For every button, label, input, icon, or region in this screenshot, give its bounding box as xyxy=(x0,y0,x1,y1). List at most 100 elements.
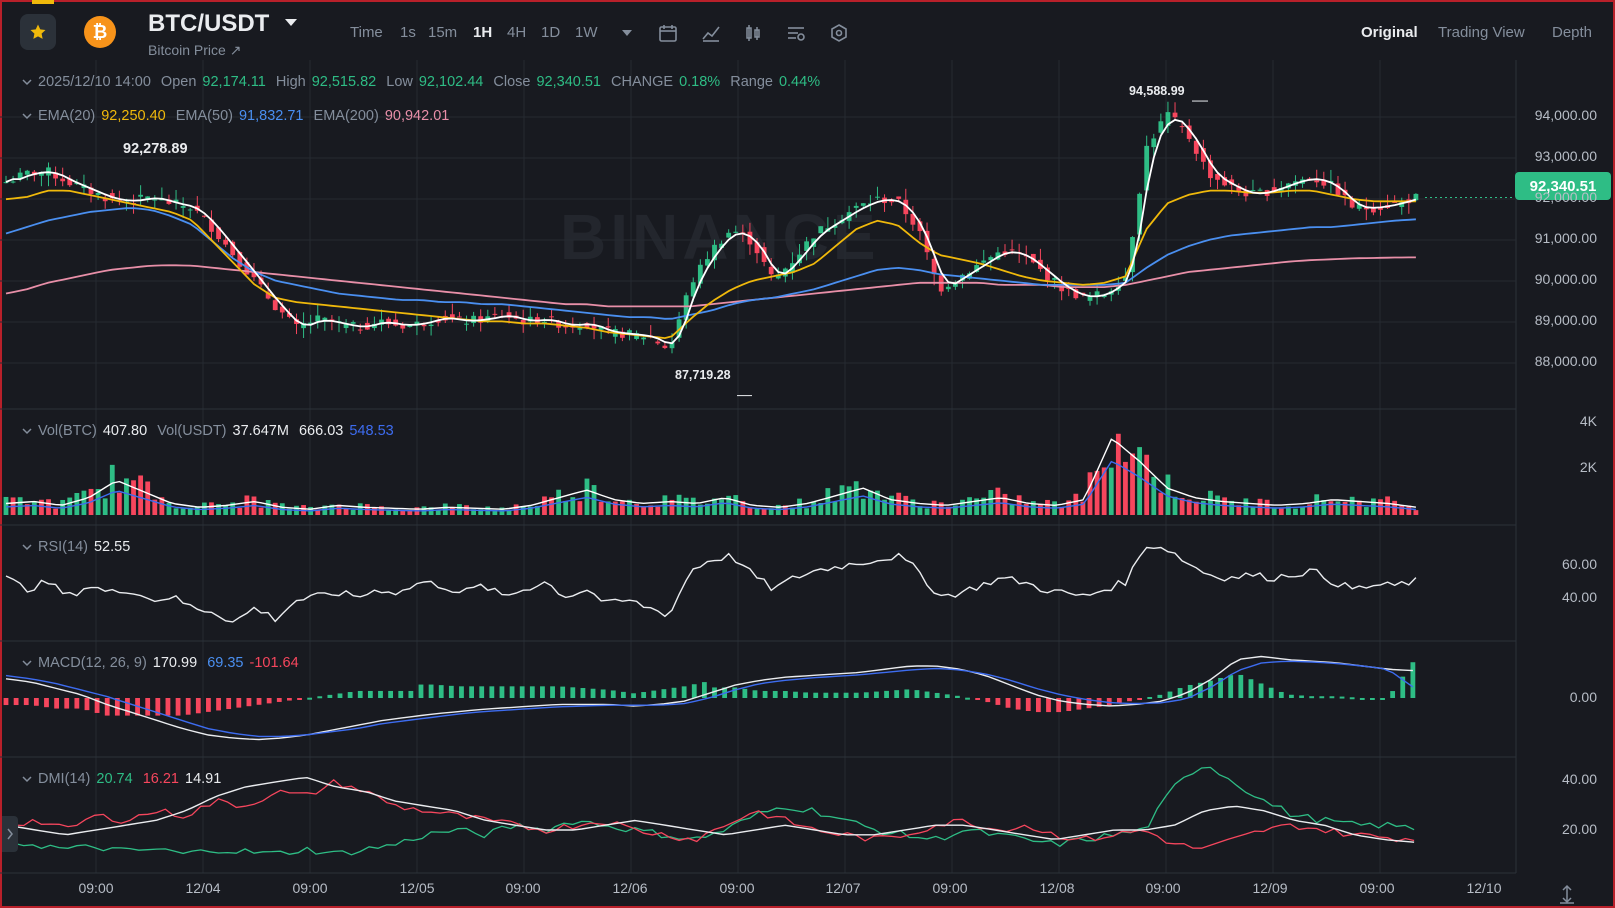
volume-bar xyxy=(1066,500,1072,515)
collapse-chevron-icon[interactable] xyxy=(22,77,32,87)
volume-bar xyxy=(81,490,87,515)
ohlc-legend: 2025/12/10 14:00 Open 92,174.11 High 92,51… xyxy=(22,74,826,90)
volume-bar xyxy=(1165,474,1171,515)
candle-body xyxy=(705,259,710,266)
calendar-icon[interactable] xyxy=(657,22,679,44)
hexagon-settings-icon[interactable] xyxy=(828,22,850,44)
candle-type-icon[interactable] xyxy=(742,22,764,44)
volume-bar xyxy=(194,507,200,515)
collapse-chevron-icon[interactable] xyxy=(22,111,32,121)
ohlc-date: 2025/12/10 14:00 xyxy=(38,74,151,90)
timeframe-time[interactable]: Time xyxy=(350,24,383,41)
macd-histogram-bar xyxy=(853,692,859,698)
vol-btc-value: 407.80 xyxy=(102,423,148,439)
volume-bar xyxy=(825,488,831,515)
collapse-chevron-icon[interactable] xyxy=(22,426,32,436)
collapse-chevron-icon[interactable] xyxy=(22,774,32,784)
rsi-label: RSI(14) xyxy=(38,539,88,555)
candle-body xyxy=(775,274,781,279)
volume-bar xyxy=(619,501,625,515)
pair-subtitle-link[interactable]: Bitcoin Price ↗ xyxy=(148,42,242,58)
time-axis-label: 09:00 xyxy=(1359,880,1395,896)
vol-ma2-value: 548.53 xyxy=(349,423,394,439)
candle-body xyxy=(520,319,526,325)
candle-body xyxy=(995,252,1001,260)
timeframe-1d[interactable]: 1D xyxy=(541,24,561,41)
chevron-right-icon xyxy=(7,828,13,840)
candle-body xyxy=(733,231,739,233)
view-tab-trading-view[interactable]: Trading View xyxy=(1438,24,1525,41)
candle-body xyxy=(697,264,703,284)
macd-histogram-bar xyxy=(1278,691,1284,698)
macd-histogram-bar xyxy=(469,686,474,698)
volume-bar xyxy=(109,464,115,515)
pair-dropdown-icon[interactable] xyxy=(284,18,298,28)
timeframe-1w[interactable]: 1W xyxy=(575,24,598,41)
macd-histogram-bar xyxy=(1177,688,1183,698)
volume-bar xyxy=(1094,470,1100,515)
volume-bar xyxy=(138,475,144,515)
time-axis-label: 12/07 xyxy=(825,880,861,896)
timeframe-dropdown-icon[interactable] xyxy=(616,22,638,44)
macd-histogram-bar xyxy=(1410,662,1416,698)
candle-body xyxy=(414,321,420,326)
dmi-mdi-line xyxy=(5,778,1415,849)
volume-bar xyxy=(945,506,951,515)
candle-body xyxy=(719,243,724,248)
candle-body xyxy=(1250,190,1256,192)
scale-toggle-icon[interactable] xyxy=(1556,884,1578,904)
timeframe-1s[interactable]: 1s xyxy=(400,24,416,41)
macd-histogram-bar xyxy=(1228,675,1234,698)
candle-body xyxy=(152,199,158,201)
dmi-pdi-line xyxy=(5,766,1415,856)
candle-body xyxy=(634,333,639,339)
volume-bar xyxy=(124,478,129,515)
collapse-chevron-icon[interactable] xyxy=(22,542,32,552)
candle-body xyxy=(974,265,980,272)
volume-bar xyxy=(287,508,292,515)
macd-histogram-bar xyxy=(287,698,292,701)
volume-bar xyxy=(889,495,895,515)
candle-body xyxy=(1363,207,1369,210)
volume-bar xyxy=(612,501,618,515)
timeframe-1h[interactable]: 1H xyxy=(473,24,493,41)
macd-histogram-bar xyxy=(1359,697,1365,700)
macd-histogram-bar xyxy=(1218,677,1223,698)
macd-histogram-bar xyxy=(1380,698,1385,700)
volume-bar xyxy=(549,497,554,515)
collapse-chevron-icon[interactable] xyxy=(22,658,32,668)
macd-histogram-bar xyxy=(1197,682,1203,698)
candle-body xyxy=(1101,295,1107,298)
macd-histogram-bar xyxy=(691,684,697,698)
price-axis-label: 90,000.00 xyxy=(1534,271,1597,287)
candle-body xyxy=(1356,204,1362,209)
view-tab-depth[interactable]: Depth xyxy=(1552,24,1593,41)
macd-histogram-bar xyxy=(317,696,323,699)
macd-histogram-bar xyxy=(94,698,100,713)
timeframe-4h[interactable]: 4H xyxy=(507,24,527,41)
candle-body xyxy=(17,172,23,179)
volume-bar xyxy=(988,490,994,515)
macd-histogram-bar xyxy=(1238,674,1244,698)
view-tab-original[interactable]: Original xyxy=(1361,24,1418,41)
candle-body xyxy=(421,324,427,327)
pair-selector[interactable]: BTC/USDT xyxy=(148,10,270,37)
macd-histogram-bar xyxy=(276,698,282,702)
timeframe-15m[interactable]: 15m xyxy=(428,24,458,41)
volume-bar xyxy=(315,509,321,515)
macd-histogram-bar xyxy=(833,692,839,698)
time-axis-label: 12/05 xyxy=(399,880,435,896)
volume-bar xyxy=(726,495,732,515)
vol-usdt-value: 37.647M xyxy=(232,423,289,439)
candle-body xyxy=(145,196,151,199)
sidebar-expand-handle[interactable] xyxy=(2,816,18,852)
time-axis-label: 09:00 xyxy=(505,880,541,896)
volume-bar xyxy=(960,499,965,515)
macd-histogram-bar xyxy=(408,690,414,698)
favorite-button[interactable] xyxy=(20,14,56,50)
volume-bar xyxy=(570,497,576,515)
indicator-icon[interactable] xyxy=(700,22,722,44)
chart-settings-icon[interactable] xyxy=(785,22,807,44)
